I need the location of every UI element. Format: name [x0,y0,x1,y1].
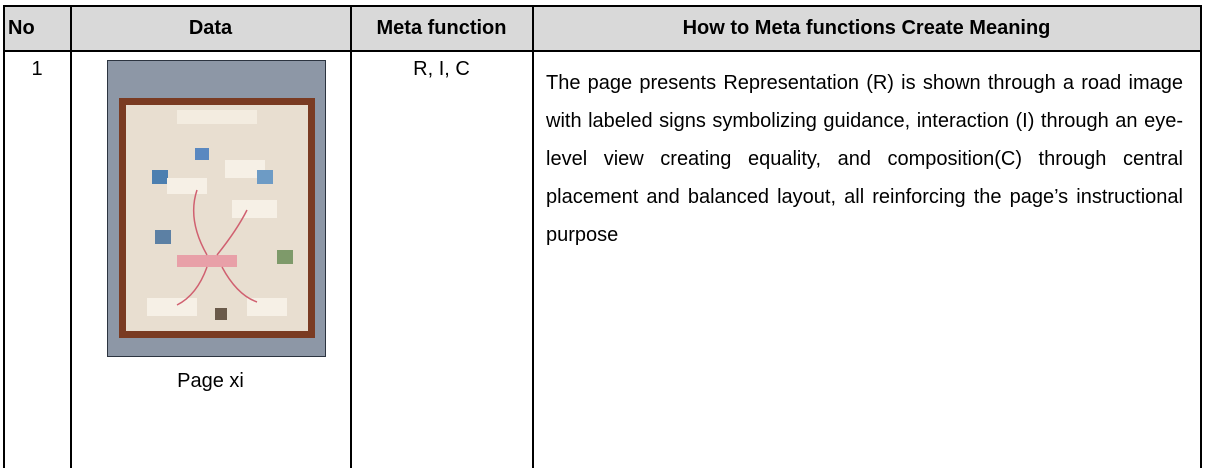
table-border [1200,5,1202,468]
header-cell: No [8,17,35,39]
image-caption: Page xi [177,370,244,392]
table-border [70,5,72,468]
header-cell: Data [188,17,233,39]
table-border [3,5,1201,7]
header-cell: How to Meta functions Create Meaning [682,17,1051,39]
table-border [3,5,5,468]
table-border [350,5,352,468]
meta-function: R, I, C [413,58,470,80]
page-image [107,60,326,357]
row-number: 1 [31,58,43,80]
header-row [4,6,1200,50]
table-border [3,50,1201,52]
description: The page presents Representation (R) is … [546,72,1183,246]
header-cell: Meta function [376,17,507,39]
table-border [532,5,534,468]
